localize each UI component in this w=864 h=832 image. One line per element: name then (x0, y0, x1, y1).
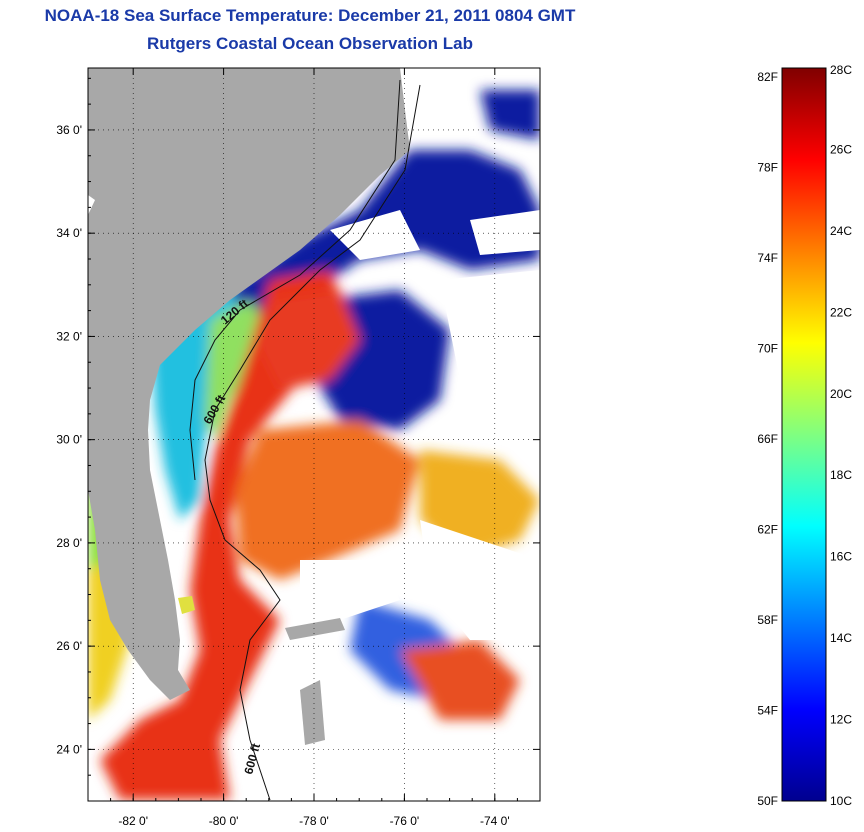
lat-tick-label: 28 0' (56, 536, 82, 550)
colorbar-fahrenheit-label: 74F (757, 251, 778, 265)
colorbar-celsius-label: 28C (830, 63, 852, 77)
land-florida-gulf-white (88, 195, 95, 215)
lat-tick-label: 32 0' (56, 329, 82, 343)
map-title: NOAA-18 Sea Surface Temperature: Decembe… (44, 6, 576, 25)
colorbar-celsius-label: 20C (830, 387, 852, 401)
gulf-stream-warm (100, 270, 350, 800)
colorbar-celsius-label: 16C (830, 550, 852, 564)
warm-eddy-red (260, 290, 360, 390)
map-panel: 120 ft 600 ft 600 ft (88, 68, 540, 801)
cloud-patch (440, 270, 540, 430)
cold-water-patch-north (480, 90, 540, 140)
colorbar-celsius-label: 12C (830, 713, 852, 727)
colorbar-celsius-label: 24C (830, 224, 852, 238)
colorbar-celsius-label: 26C (830, 142, 852, 156)
lat-tick-label: 26 0' (56, 639, 82, 653)
colorbar-fahrenheit-label: 62F (757, 523, 778, 537)
colorbar-celsius-label: 14C (830, 631, 852, 645)
lat-tick-label: 24 0' (56, 742, 82, 756)
lon-tick-label: -76 0' (390, 814, 420, 828)
lon-tick-label: -78 0' (299, 814, 329, 828)
colorbar-fahrenheit-label: 70F (757, 342, 778, 356)
colorbar-fahrenheit-label: 66F (757, 432, 778, 446)
lon-tick-label: -74 0' (480, 814, 510, 828)
lat-tick-label: 36 0' (56, 123, 82, 137)
cloud-patch (330, 210, 420, 260)
colorbar-celsius-label: 22C (830, 305, 852, 319)
colorbar-labels: 28C 26C 24C 22C 20C 18C 16C 14C 12C 10C 82F 78F 74F 7… (757, 63, 852, 808)
lon-tick-label: -80 0' (209, 814, 239, 828)
warm-offshore-orange (235, 420, 420, 580)
land-bahamas-grand (285, 618, 345, 640)
colorbar-fahrenheit-label: 82F (757, 70, 778, 84)
colorbar-fahrenheit-label: 50F (757, 794, 778, 808)
lat-tick-label: 30 0' (56, 433, 82, 447)
colorbar (781, 67, 827, 802)
axis-ticks: -82 0' -80 0' -78 0' -76 0' -74 0' 36 0' 34 0'… (56, 68, 541, 828)
colorbar-fahrenheit-label: 54F (757, 704, 778, 718)
colorbar-fahrenheit-label: 78F (757, 161, 778, 175)
land-bahamas-andros (300, 680, 325, 745)
map-subtitle: Rutgers Coastal Ocean Observation Lab (147, 34, 473, 53)
lon-tick-label: -82 0' (118, 814, 148, 828)
lat-tick-label: 34 0' (56, 226, 82, 240)
southeast-warm-patch (400, 640, 520, 720)
colorbar-celsius-label: 18C (830, 468, 852, 482)
graticule (88, 68, 540, 801)
cloud-cover (300, 210, 540, 640)
cloud-patch (300, 560, 400, 620)
land-southeast-us (88, 68, 410, 700)
isobath-contours (189, 79, 421, 801)
isobath-120ft (189, 79, 401, 481)
colorbar-fahrenheit-label: 58F (757, 613, 778, 627)
colorbar-celsius-label: 10C (830, 794, 852, 808)
cloud-patch (470, 210, 540, 255)
isobath-600ft (204, 84, 421, 801)
lake-okeechobee (178, 596, 195, 614)
cloud-patch (420, 520, 540, 640)
